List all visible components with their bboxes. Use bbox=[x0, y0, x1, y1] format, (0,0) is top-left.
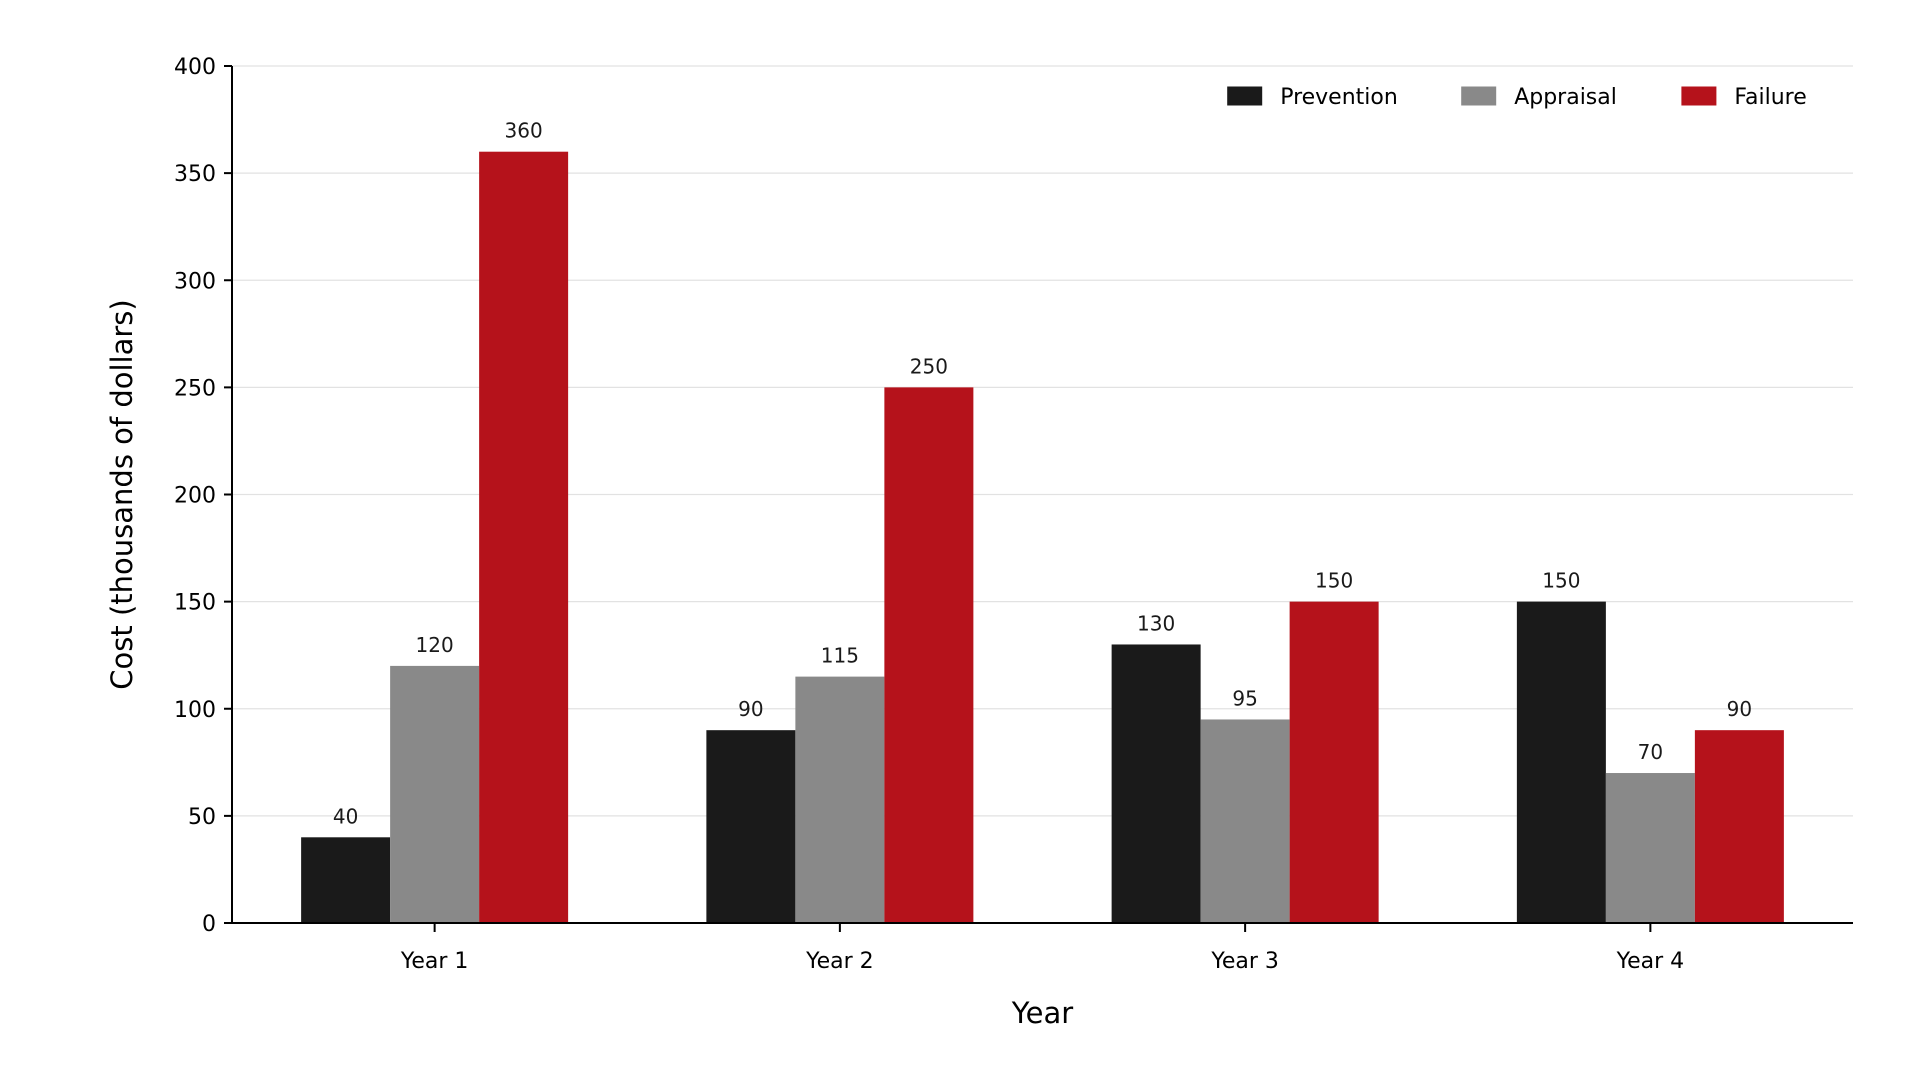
legend-label-failure: Failure bbox=[1734, 85, 1806, 110]
data-label: 150 bbox=[1542, 569, 1580, 593]
legend-label-appraisal: Appraisal bbox=[1514, 85, 1617, 110]
data-label: 250 bbox=[910, 354, 948, 378]
data-label: 150 bbox=[1315, 569, 1353, 593]
data-labels: 40 120 360 90 115 250 130 95 150 150 70 90 bbox=[333, 119, 1752, 829]
data-label: 130 bbox=[1137, 611, 1175, 635]
data-label: 115 bbox=[821, 644, 859, 668]
data-label: 90 bbox=[738, 697, 763, 721]
x-axis-ticks: Year 1 Year 2 Year 3 Year 4 bbox=[400, 923, 1684, 974]
y-tick-label: 250 bbox=[174, 376, 216, 401]
bar-failure-year-2 bbox=[884, 387, 974, 923]
bar-appraisal-year-2 bbox=[795, 676, 885, 923]
y-tick-label: 400 bbox=[174, 55, 216, 80]
y-tick-label: 200 bbox=[174, 484, 216, 509]
legend-label-prevention: Prevention bbox=[1280, 85, 1398, 110]
x-axis-title: Year bbox=[1011, 996, 1073, 1030]
legend-swatch-failure bbox=[1681, 86, 1717, 106]
bar-failure-year-4 bbox=[1694, 730, 1784, 923]
bar-appraisal-year-1 bbox=[390, 665, 480, 923]
y-tick-label: 0 bbox=[202, 912, 216, 937]
bar-failure-year-1 bbox=[479, 151, 569, 923]
y-tick-label: 150 bbox=[174, 591, 216, 616]
legend: Prevention Appraisal Failure bbox=[1227, 85, 1807, 110]
bar-prevention-year-2 bbox=[706, 730, 796, 923]
bar-prevention-year-1 bbox=[301, 837, 391, 923]
bar-failure-year-3 bbox=[1289, 601, 1379, 923]
data-label: 90 bbox=[1727, 697, 1752, 721]
data-label: 360 bbox=[505, 119, 543, 143]
y-tick-label: 50 bbox=[188, 805, 216, 830]
data-label: 95 bbox=[1232, 686, 1257, 710]
data-label: 120 bbox=[416, 633, 454, 657]
y-tick-label: 300 bbox=[174, 269, 216, 294]
bar-appraisal-year-3 bbox=[1200, 719, 1290, 923]
y-axis-title: Cost (thousands of dollars) bbox=[105, 299, 139, 689]
y-tick-label: 350 bbox=[174, 162, 216, 187]
bar-prevention-year-3 bbox=[1111, 644, 1201, 923]
x-tick-label: Year 3 bbox=[1210, 949, 1279, 974]
legend-swatch-appraisal bbox=[1461, 86, 1497, 106]
legend-swatch-prevention bbox=[1227, 86, 1263, 106]
x-tick-label: Year 4 bbox=[1616, 949, 1685, 974]
y-axis-ticks: 0 50 100 150 200 250 300 350 400 bbox=[174, 55, 232, 937]
x-tick-label: Year 1 bbox=[400, 949, 469, 974]
x-tick-label: Year 2 bbox=[805, 949, 874, 974]
bars bbox=[301, 151, 1784, 923]
y-tick-label: 100 bbox=[174, 698, 216, 723]
data-label: 70 bbox=[1638, 740, 1663, 764]
data-label: 40 bbox=[333, 804, 358, 828]
bar-appraisal-year-4 bbox=[1605, 773, 1695, 923]
bar-prevention-year-4 bbox=[1516, 601, 1606, 923]
